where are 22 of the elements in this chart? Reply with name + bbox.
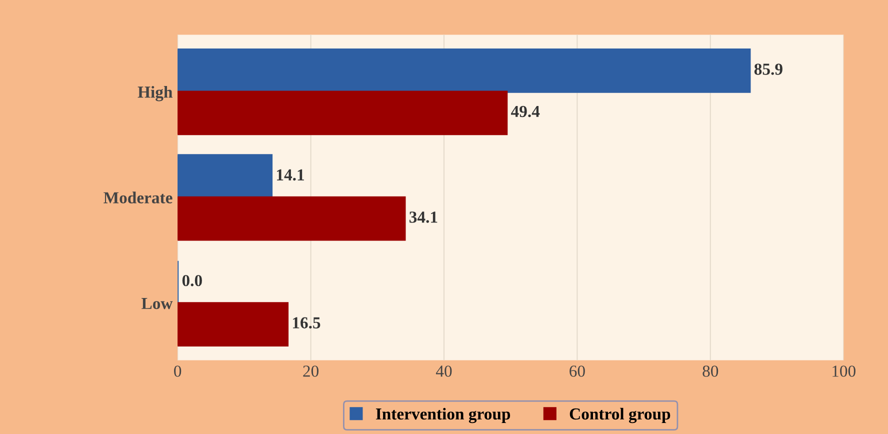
bar [178,48,751,93]
bar [178,196,406,241]
bar [178,90,508,136]
data-label: 0.0 [182,274,202,286]
x-tick-label: 100 [832,366,856,377]
x-tick-label: 40 [436,366,452,377]
legend-label: Control group [570,408,670,424]
y-tick-label: Low [142,298,173,310]
data-label: 14.1 [277,169,304,181]
bar [178,154,273,199]
data-label: 85.9 [754,64,782,75]
y-tick-label: Moderate [104,192,172,204]
data-label: 16.5 [292,317,320,329]
bar [178,302,289,346]
data-label: 34.1 [410,212,438,223]
data-label: 49.4 [511,106,540,118]
x-tick-label: 20 [303,366,318,377]
y-tick-label: High [138,86,172,102]
x-tick-label: 0 [174,366,182,377]
x-tick-label: 80 [702,366,718,377]
legend-label: Intervention group [376,408,510,424]
x-tick-label: 60 [570,366,585,377]
